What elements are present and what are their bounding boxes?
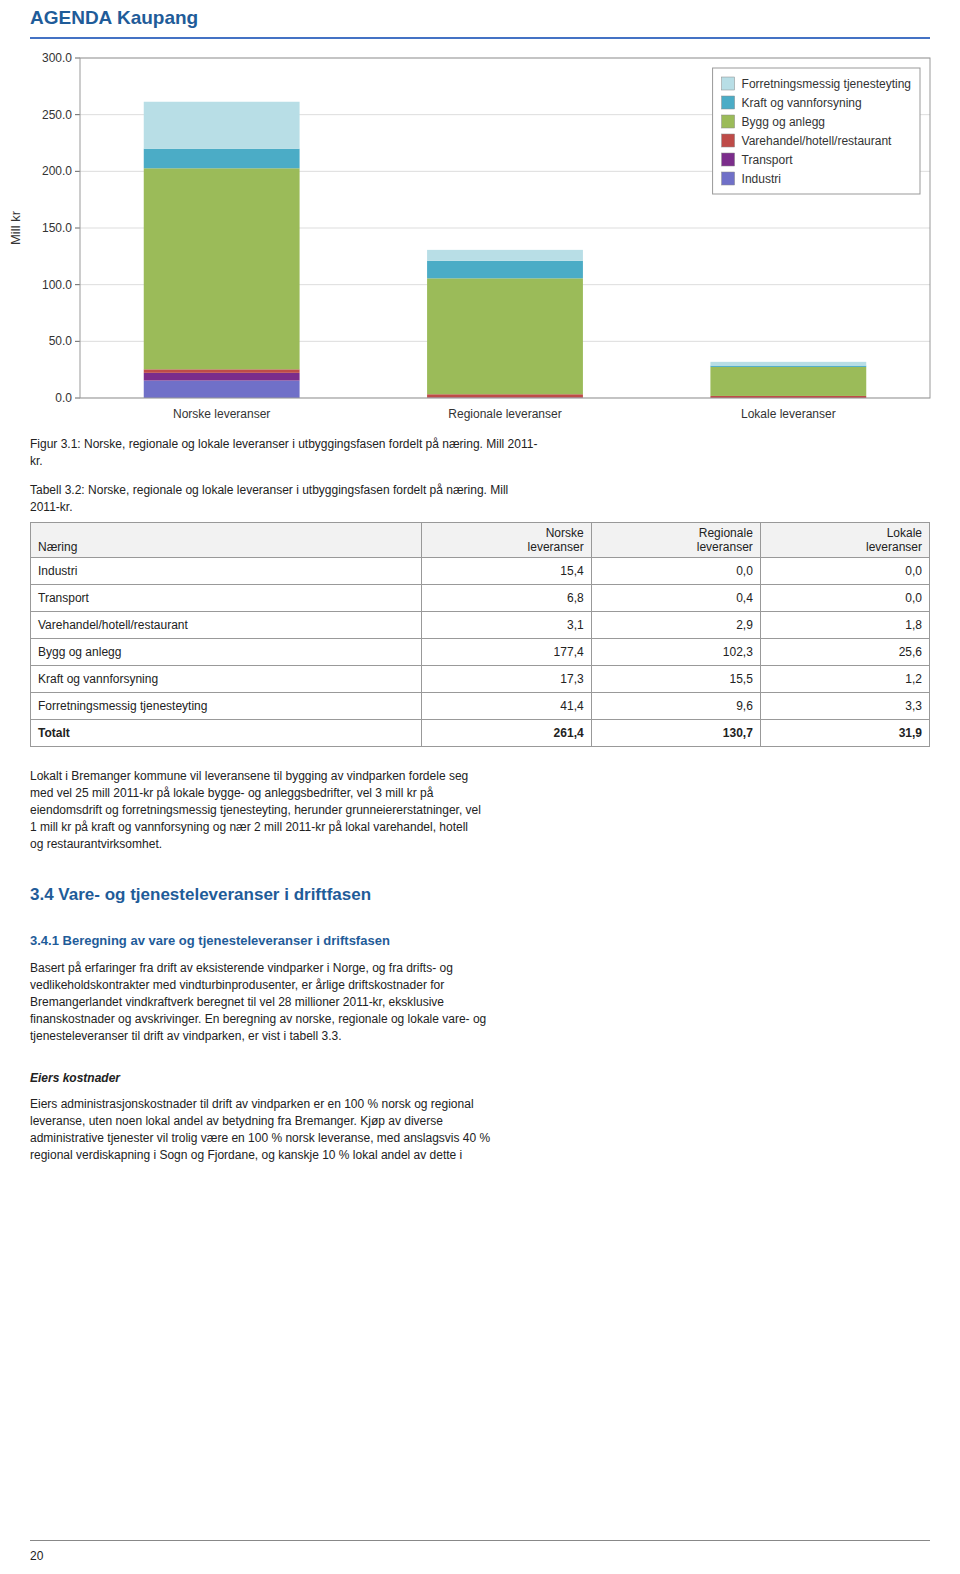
table-cell: 9,6 — [591, 693, 760, 720]
legend-label: Kraft og vannforsyning — [742, 96, 862, 110]
legend-swatch — [722, 153, 735, 166]
table-cell: 17,3 — [422, 666, 591, 693]
legend: Forretningsmessig tjenesteyting Kraft og … — [713, 68, 920, 194]
y-tick — [75, 284, 80, 285]
legend-swatch — [722, 115, 735, 128]
y-tick — [75, 398, 80, 399]
bar-segment — [144, 168, 300, 369]
table-caption: Tabell 3.2: Norske, regionale og lokale … — [30, 482, 930, 516]
table-cell: 102,3 — [591, 639, 760, 666]
table-cell: Forretningsmessig tjenesteyting — [31, 693, 422, 720]
paragraph-title: Eiers kostnader — [30, 1070, 930, 1087]
legend-label: Bygg og anlegg — [742, 115, 825, 129]
table-cell: 25,6 — [760, 639, 929, 666]
chart: 0.0 50.0 100.0 150.0 200.0 250.0 300.0 Mill kr N… — [0, 48, 960, 428]
legend-label: Transport — [742, 153, 794, 167]
table-header-cell: Næring — [31, 523, 422, 558]
y-tick-label: 150.0 — [42, 221, 72, 235]
table-cell: 6,8 — [422, 585, 591, 612]
bar-segment — [144, 102, 300, 149]
y-tick — [75, 58, 80, 59]
legend-label: Forretningsmessig tjenesteyting — [742, 77, 911, 91]
legend-swatch — [722, 77, 735, 90]
bar-segment — [710, 362, 866, 366]
table-cell: 0,0 — [760, 558, 929, 585]
table-cell: 31,9 — [760, 720, 929, 747]
table-cell: 0,4 — [591, 585, 760, 612]
table-cell: 15,4 — [422, 558, 591, 585]
bar-segment — [144, 149, 300, 169]
legend-label: Industri — [742, 172, 781, 186]
legend-box — [713, 68, 920, 194]
x-tick-label: Norske leveranser — [173, 407, 270, 421]
x-axis: Norske leveranser Regionale leveranser Lok… — [173, 407, 836, 421]
table-cell: 15,5 — [591, 666, 760, 693]
bar-segment — [427, 394, 583, 397]
table-cell: Industri — [31, 558, 422, 585]
table-header-cell: Norske leveranser — [422, 523, 591, 558]
table-cell: 177,4 — [422, 639, 591, 666]
plot-frame — [80, 58, 930, 398]
legend-swatch — [722, 96, 735, 109]
table-cell: 0,0 — [760, 585, 929, 612]
y-tick-label: 300.0 — [42, 51, 72, 65]
footer-rule — [30, 1540, 930, 1541]
table-cell: 0,0 — [591, 558, 760, 585]
table-cell: 1,2 — [760, 666, 929, 693]
table-cell: 2,9 — [591, 612, 760, 639]
data-table: NæringNorske leveranserRegionale leveran… — [30, 522, 930, 747]
header-rule — [30, 37, 930, 39]
y-tick — [75, 228, 80, 229]
page-header: AGENDA Kaupang — [30, 6, 930, 30]
body-text: Eiers administrasjonskostnader til drift… — [30, 1096, 930, 1164]
figure-caption: Figur 3.1: Norske, regionale og lokale l… — [30, 436, 930, 470]
y-axis: 0.0 50.0 100.0 150.0 200.0 250.0 300.0 — [42, 51, 80, 405]
table-cell: 1,8 — [760, 612, 929, 639]
table-cell: 41,4 — [422, 693, 591, 720]
x-tick-label: Regionale leveranser — [448, 407, 561, 421]
table-cell: Bygg og anlegg — [31, 639, 422, 666]
body-text: Lokalt i Bremanger kommune vil leveranse… — [30, 768, 930, 853]
bar-segment — [710, 367, 866, 396]
section-title: 3.4 Vare- og tjenesteleveranser i driftf… — [30, 884, 930, 906]
y-axis-label: Mill kr — [8, 210, 23, 245]
y-tick — [75, 341, 80, 342]
table-cell: Varehandel/hotell/restaurant — [31, 612, 422, 639]
table-cell: 261,4 — [422, 720, 591, 747]
bar-segment — [144, 373, 300, 381]
y-tick — [75, 114, 80, 115]
legend-label: Varehandel/hotell/restaurant — [742, 134, 893, 148]
grid — [80, 58, 930, 398]
y-tick-label: 50.0 — [49, 334, 73, 348]
body-text: Basert på erfaringer fra drift av eksist… — [30, 960, 930, 1045]
y-tick-label: 100.0 — [42, 278, 72, 292]
table-cell: Totalt — [31, 720, 422, 747]
subsection-title: 3.4.1 Beregning av vare og tjenestelever… — [30, 932, 930, 949]
legend-swatch — [722, 134, 735, 147]
table-cell: Transport — [31, 585, 422, 612]
bar-segment — [427, 250, 583, 261]
y-tick-label: 250.0 — [42, 108, 72, 122]
table-header-cell: Lokale leveranser — [760, 523, 929, 558]
table-header-cell: Regionale leveranser — [591, 523, 760, 558]
x-tick-label: Lokale leveranser — [741, 407, 836, 421]
bar-segment — [427, 278, 583, 394]
y-tick — [75, 171, 80, 172]
page-number: 20 — [30, 1548, 930, 1565]
bar-segment — [427, 261, 583, 279]
table-cell: 130,7 — [591, 720, 760, 747]
legend-swatch — [722, 172, 735, 185]
table-cell: 3,3 — [760, 693, 929, 720]
table-cell: 3,1 — [422, 612, 591, 639]
table-cell: Kraft og vannforsyning — [31, 666, 422, 693]
bar-segment — [144, 381, 300, 398]
y-tick-label: 0.0 — [55, 391, 72, 405]
bar-segment — [710, 366, 866, 367]
bar-segment — [144, 369, 300, 373]
y-tick-label: 200.0 — [42, 164, 72, 178]
